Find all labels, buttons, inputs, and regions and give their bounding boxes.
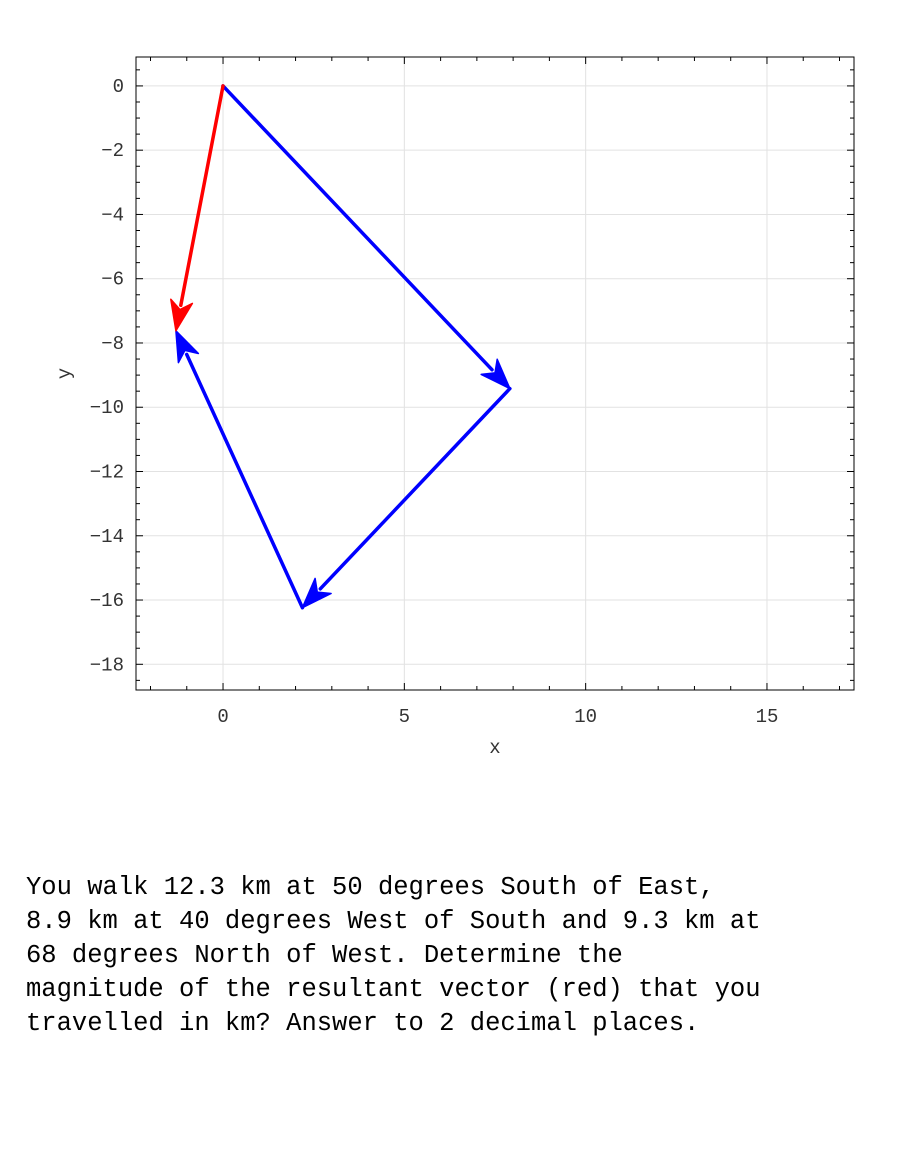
x-tick-label: 15	[756, 706, 779, 728]
vector-shaft	[184, 352, 305, 610]
vector-arrowhead	[480, 358, 511, 390]
y-tick-label: −12	[90, 462, 124, 484]
x-tick-label: 5	[399, 706, 410, 728]
y-tick-label: −4	[101, 204, 124, 226]
vector-arrowhead	[170, 298, 194, 332]
y-axis-label: y	[54, 368, 76, 379]
displacement-vector	[175, 330, 305, 610]
y-tick-label: −14	[90, 526, 124, 548]
vector-shaft	[221, 84, 494, 372]
y-tick-label: 0	[113, 76, 124, 98]
y-tick-label: −10	[90, 397, 124, 419]
vectors	[170, 84, 512, 610]
question-text: You walk 12.3 km at 50 degrees South of …	[26, 873, 761, 1038]
vector-arrowhead	[301, 577, 332, 609]
vector-shaft	[179, 84, 225, 307]
plot-frame	[135, 56, 855, 691]
tick-labels: 0 5 10 15 0 −2 −4 −6 −8 −10 −12 −14 −16 −18	[90, 76, 779, 728]
grid-lines	[136, 57, 854, 690]
vector-arrowhead	[175, 330, 200, 364]
y-tick-label: −18	[90, 654, 124, 676]
x-tick-label: 0	[217, 706, 228, 728]
y-tick-label: −6	[101, 269, 124, 291]
displacement-vector	[301, 386, 512, 609]
displacement-vector	[221, 84, 511, 390]
y-tick-label: −2	[101, 140, 124, 162]
vector-shaft	[318, 386, 512, 591]
y-tick-label: −16	[90, 590, 124, 612]
resultant-vector	[170, 84, 225, 332]
vector-chart: 0 5 10 15 0 −2 −4 −6 −8 −10 −12 −14 −16 −18 x y	[54, 56, 855, 759]
minor-ticks	[136, 57, 854, 690]
x-tick-label: 10	[574, 706, 597, 728]
y-tick-label: −8	[101, 333, 124, 355]
x-axis-label: x	[489, 737, 500, 759]
